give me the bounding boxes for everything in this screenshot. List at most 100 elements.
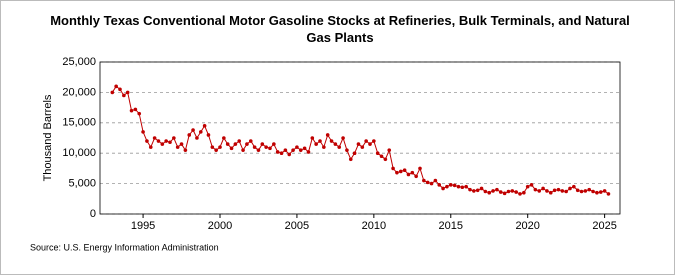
data-point xyxy=(279,151,284,155)
data-point xyxy=(456,184,461,189)
data-point xyxy=(291,148,295,152)
data-point xyxy=(464,184,468,189)
data-point xyxy=(172,136,176,140)
data-point xyxy=(229,146,234,151)
data-point xyxy=(341,136,345,140)
data-point xyxy=(398,169,403,174)
y-tick-label: 0 xyxy=(90,208,96,220)
data-point xyxy=(406,172,411,177)
data-point xyxy=(460,185,465,190)
data-point xyxy=(391,166,395,171)
data-point xyxy=(233,142,238,146)
data-point xyxy=(541,186,545,191)
data-point xyxy=(264,145,268,149)
data-point xyxy=(306,150,311,154)
y-tick-label: 15,000 xyxy=(62,117,96,129)
plot-area xyxy=(99,61,621,215)
data-point xyxy=(506,189,511,194)
data-point xyxy=(237,139,242,143)
data-point xyxy=(152,136,157,140)
data-point xyxy=(548,190,553,195)
data-point xyxy=(572,184,576,189)
data-point xyxy=(256,148,261,152)
data-point xyxy=(518,192,522,196)
data-point xyxy=(187,133,192,137)
data-point xyxy=(395,170,399,175)
data-point xyxy=(487,190,492,195)
data-point xyxy=(414,174,418,179)
data-point xyxy=(225,142,230,146)
data-point xyxy=(314,142,318,146)
x-tick-label: 1995 xyxy=(131,220,155,232)
series-line xyxy=(111,85,609,195)
data-point xyxy=(448,183,453,187)
data-point xyxy=(298,148,303,152)
data-point xyxy=(275,150,280,154)
data-point xyxy=(191,128,195,132)
data-point xyxy=(583,189,588,193)
data-point xyxy=(425,180,430,185)
data-point xyxy=(156,139,161,143)
data-point xyxy=(545,189,549,193)
data-point xyxy=(437,183,442,187)
data-point xyxy=(352,151,357,155)
data-point xyxy=(472,189,476,193)
data-point xyxy=(283,148,288,152)
data-point xyxy=(118,87,122,92)
data-point xyxy=(552,188,557,193)
data-point xyxy=(402,168,407,173)
data-point xyxy=(272,142,276,146)
y-axis-label: Thousand Barrels xyxy=(42,94,54,181)
x-tick-label: 2025 xyxy=(592,220,616,232)
data-point xyxy=(483,189,488,194)
x-tick-label: 2005 xyxy=(285,220,309,232)
data-point xyxy=(322,145,326,149)
data-point xyxy=(364,139,368,143)
data-point xyxy=(556,187,561,192)
data-point xyxy=(222,136,226,140)
y-tick-label: 20,000 xyxy=(62,86,96,98)
data-point xyxy=(498,190,503,194)
data-point xyxy=(360,145,365,149)
data-point xyxy=(495,187,499,192)
data-point xyxy=(564,189,568,194)
data-point xyxy=(248,139,253,143)
data-point xyxy=(141,130,145,134)
data-point xyxy=(337,145,342,149)
x-tick-label: 2000 xyxy=(208,220,232,232)
data-point xyxy=(348,157,353,162)
data-point xyxy=(202,124,207,128)
data-point xyxy=(137,111,142,116)
data-point xyxy=(206,133,211,137)
data-point xyxy=(602,189,607,193)
data-point xyxy=(525,184,530,189)
data-point xyxy=(537,189,542,193)
data-point xyxy=(510,189,515,193)
x-tick-label: 2010 xyxy=(362,220,386,232)
data-point xyxy=(514,190,518,194)
data-point xyxy=(502,191,507,196)
data-point xyxy=(302,146,307,151)
data-point xyxy=(522,190,526,195)
data-point xyxy=(591,189,595,194)
data-point xyxy=(129,108,134,113)
data-point xyxy=(183,148,188,152)
data-point xyxy=(356,142,361,146)
data-point xyxy=(268,146,272,151)
data-point xyxy=(575,188,580,193)
data-point xyxy=(587,187,592,192)
data-point xyxy=(114,84,118,89)
data-point xyxy=(214,148,218,152)
data-point xyxy=(260,142,265,146)
data-point xyxy=(560,189,565,193)
data-point xyxy=(345,148,349,152)
data-point xyxy=(410,170,415,175)
y-tick-label: 25,000 xyxy=(62,56,96,68)
data-point xyxy=(579,189,584,194)
data-point xyxy=(148,145,153,149)
data-point xyxy=(422,178,426,183)
data-point xyxy=(387,148,392,152)
data-point xyxy=(479,186,484,191)
